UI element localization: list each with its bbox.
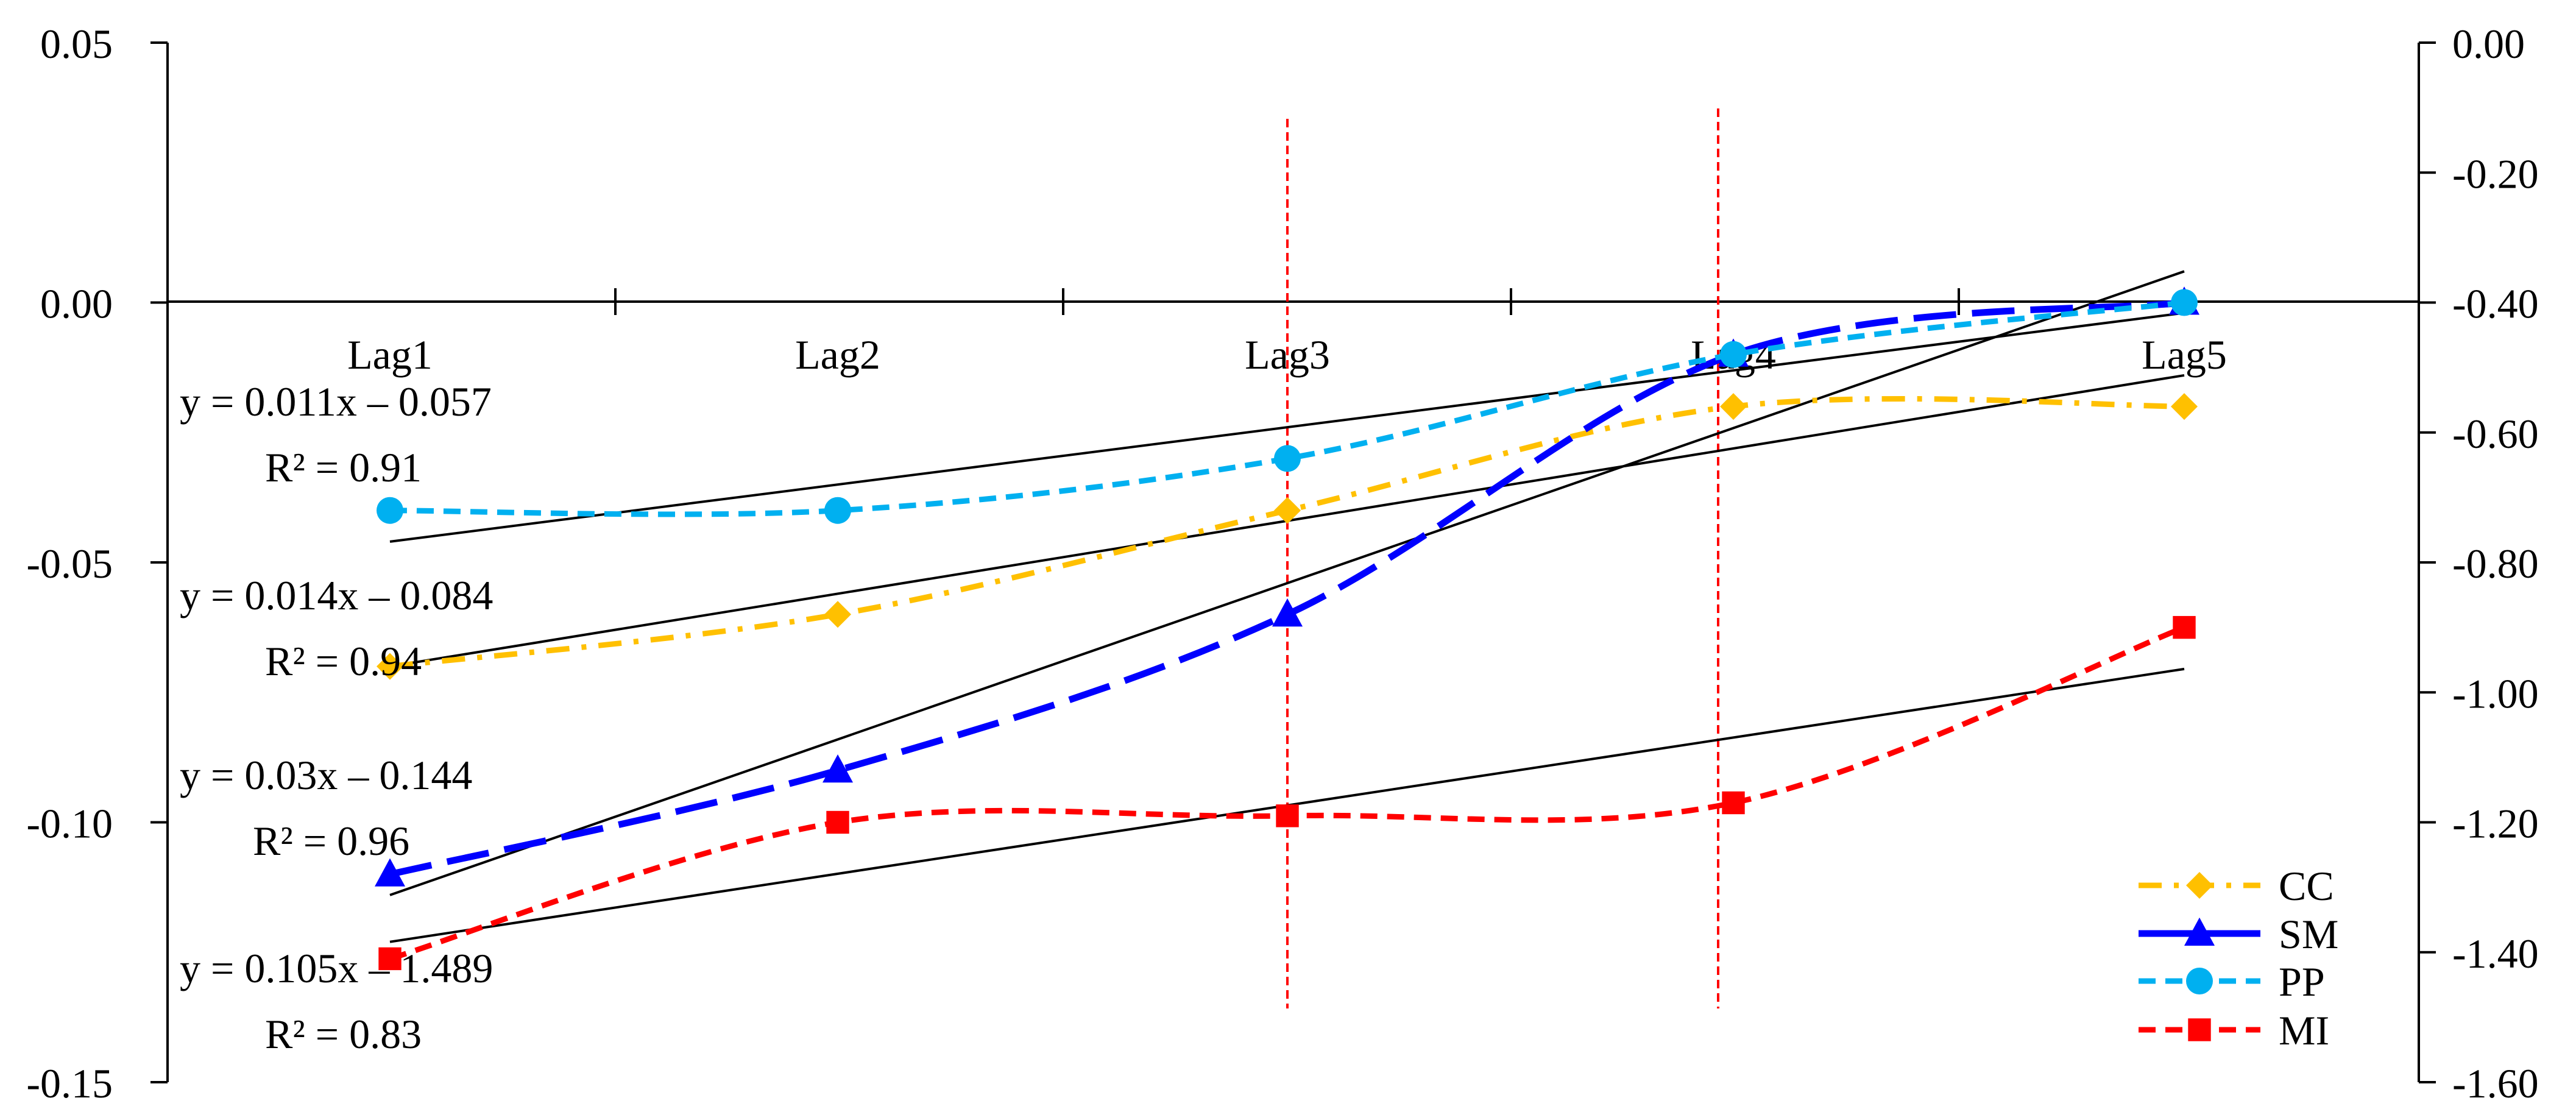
trendline-equation-mi: y = 0.105x – 1.489 [180,945,493,991]
data-point-sm [375,858,405,887]
left-axis-tick-label: -0.05 [26,540,113,587]
trendline-equation-sm: y = 0.03x – 0.144 [180,752,472,798]
legend-label-pp: PP [2279,958,2325,1005]
right-axis-tick-label: -0.60 [2452,411,2539,457]
data-point-cc [377,653,403,680]
data-point-cc [1720,393,1747,420]
right-axis-tick-label: -1.40 [2452,930,2539,977]
right-axis-tick-label: -0.40 [2452,281,2539,327]
series [375,286,2199,971]
annotations: y = 0.011x – 0.057 R² = 0.91 y = 0.014x – … [180,378,493,1057]
right-axis-tick-label: -1.20 [2452,801,2539,847]
data-point-pp [1720,341,1747,368]
data-point-cc [2171,393,2198,420]
category-label: Lag1 [347,331,433,378]
trendline-r2-pp: R² = 0.91 [265,444,422,491]
right-axis-tick-label: 0.00 [2452,21,2525,67]
right-axis-tick-label: -0.80 [2452,540,2539,587]
data-point-sm [823,754,853,783]
trendline-equation-pp: y = 0.011x – 0.057 [180,378,492,425]
legend-marker-mi [2188,1018,2211,1041]
data-point-pp [1274,445,1301,472]
left-axis-tick-label: 0.00 [40,281,113,327]
legend-marker-pp [2186,968,2213,994]
legend-marker-cc [2186,872,2213,899]
legend-label-sm: SM [2279,911,2338,957]
category-label: Lag2 [795,331,880,378]
trendline-r2-mi: R² = 0.83 [265,1011,422,1057]
left-axis-tick-label: -0.15 [26,1060,113,1107]
trendline-r2-sm: R² = 0.96 [253,818,409,864]
axes: 0.05 0.00 -0.05 -0.10 -0.15 0.00 -0.20 -0.40 -0.… [26,21,2538,1107]
trendline-pp [389,311,2185,543]
data-point-mi [2173,615,2196,639]
left-axis-tick-label: 0.05 [40,21,113,67]
data-point-pp [2171,289,2198,316]
legend-label-cc: CC [2279,863,2334,909]
trendline-equation-cc: y = 0.014x – 0.084 [180,572,493,618]
category-label: Lag5 [2142,331,2227,378]
trendline-r2-cc: R² = 0.94 [265,638,422,684]
data-point-cc [1274,497,1301,524]
data-point-mi [826,810,849,834]
data-point-mi [1722,791,1745,815]
right-axis-tick-label: -0.20 [2452,151,2539,197]
data-point-pp [377,497,403,524]
legend-label-mi: MI [2279,1007,2329,1054]
data-point-mi [378,947,402,971]
legend-marker-sm [2184,917,2215,946]
data-point-mi [1276,804,1299,827]
data-point-sm [1272,598,1303,627]
right-axis-tick-label: -1.60 [2452,1060,2539,1107]
data-point-cc [824,601,851,628]
trendline-sm [389,270,2185,896]
left-axis-tick-label: -0.10 [26,801,113,847]
right-axis-tick-label: -1.00 [2452,670,2539,717]
reference-lines [1286,108,1719,1008]
data-point-pp [824,497,851,524]
